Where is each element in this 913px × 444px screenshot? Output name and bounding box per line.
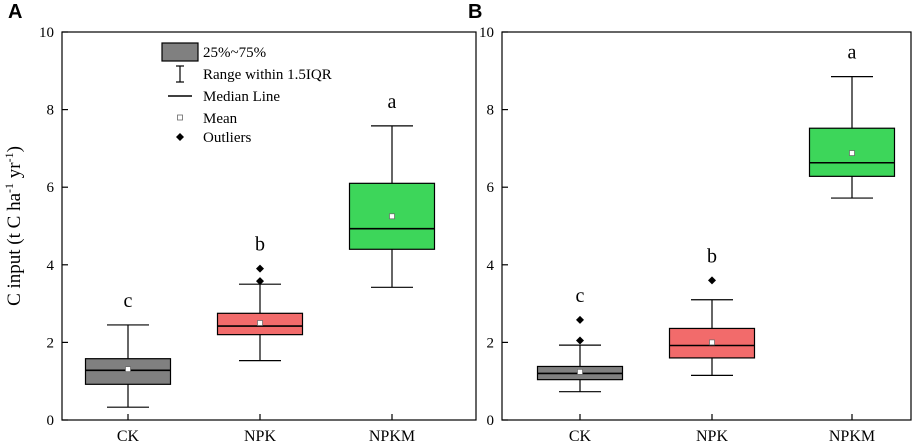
y-tick-label: 0 bbox=[47, 413, 55, 429]
outlier-marker bbox=[576, 336, 584, 345]
y-label-text: ) bbox=[4, 146, 25, 152]
significance-letter: c bbox=[576, 285, 585, 307]
mean-marker bbox=[125, 366, 131, 373]
y-tick-label: 10 bbox=[479, 25, 494, 41]
box-npkm: NPKM a bbox=[808, 42, 896, 444]
y-label-text: yr bbox=[4, 162, 25, 183]
significance-letter: b bbox=[255, 234, 265, 256]
box-ck: CK c bbox=[84, 290, 172, 444]
y-tick-label: 4 bbox=[47, 258, 55, 274]
legend-mean-marker bbox=[177, 114, 183, 121]
outlier-marker bbox=[576, 315, 584, 324]
legend-range-label: Range within 1.5IQR bbox=[203, 67, 332, 83]
legend-box-swatch bbox=[161, 42, 199, 62]
y-tick-label: 2 bbox=[47, 335, 55, 351]
y-tick-label: 6 bbox=[487, 180, 495, 196]
plot-frame bbox=[61, 31, 477, 421]
panel-b: B 0 2 4 6 8 10 CK c NPK b NPKM a bbox=[468, 1, 912, 444]
box-ck: CK c bbox=[536, 285, 624, 444]
y-tick-label: 6 bbox=[47, 180, 55, 196]
legend-median-label: Median Line bbox=[203, 89, 280, 105]
box-npk: NPK b bbox=[216, 234, 304, 444]
legend-mean-label: Mean bbox=[203, 111, 238, 127]
mean-marker bbox=[257, 320, 263, 326]
y-label-text: C input (t C ha bbox=[4, 192, 25, 306]
significance-letter: a bbox=[388, 91, 397, 113]
significance-letter: a bbox=[848, 42, 857, 64]
y-label-superscript: -1 bbox=[2, 152, 16, 162]
mean-marker bbox=[709, 339, 715, 346]
x-tick-label: NPK bbox=[244, 428, 276, 444]
y-tick-label: 10 bbox=[39, 25, 54, 41]
box-npk: NPK b bbox=[668, 245, 756, 444]
legend-box-label: 25%~75% bbox=[203, 45, 266, 61]
outlier-marker bbox=[256, 264, 264, 273]
y-axis-label: C input (t C ha-1 yr-1) bbox=[2, 146, 25, 306]
outlier-marker bbox=[256, 277, 264, 286]
x-tick-label: NPK bbox=[696, 428, 728, 444]
y-label-superscript: -1 bbox=[2, 183, 16, 193]
panel-letter: A bbox=[8, 1, 22, 23]
plot-frame bbox=[501, 31, 912, 421]
y-tick-label: 8 bbox=[487, 103, 495, 119]
y-tick-label: 2 bbox=[487, 335, 495, 351]
y-tick-label: 0 bbox=[487, 413, 495, 429]
box-npkm: NPKM a bbox=[348, 91, 436, 444]
y-tick-label: 4 bbox=[487, 258, 495, 274]
significance-letter: c bbox=[124, 290, 133, 312]
mean-marker bbox=[577, 369, 583, 375]
mean-marker bbox=[849, 150, 855, 156]
x-tick-label: CK bbox=[569, 428, 592, 444]
legend-outliers-label: Outliers bbox=[203, 130, 251, 146]
legend: 25%~75% Range within 1.5IQR Median Line Mea… bbox=[161, 42, 332, 146]
x-tick-label: CK bbox=[117, 428, 140, 444]
x-tick-label: NPKM bbox=[829, 428, 875, 444]
significance-letter: b bbox=[707, 245, 717, 267]
legend-outlier-marker bbox=[176, 133, 184, 141]
panel-letter: B bbox=[468, 1, 482, 23]
outlier-marker bbox=[708, 276, 716, 285]
y-tick-label: 8 bbox=[47, 103, 55, 119]
mean-marker bbox=[389, 213, 395, 220]
x-tick-label: NPKM bbox=[369, 428, 415, 444]
